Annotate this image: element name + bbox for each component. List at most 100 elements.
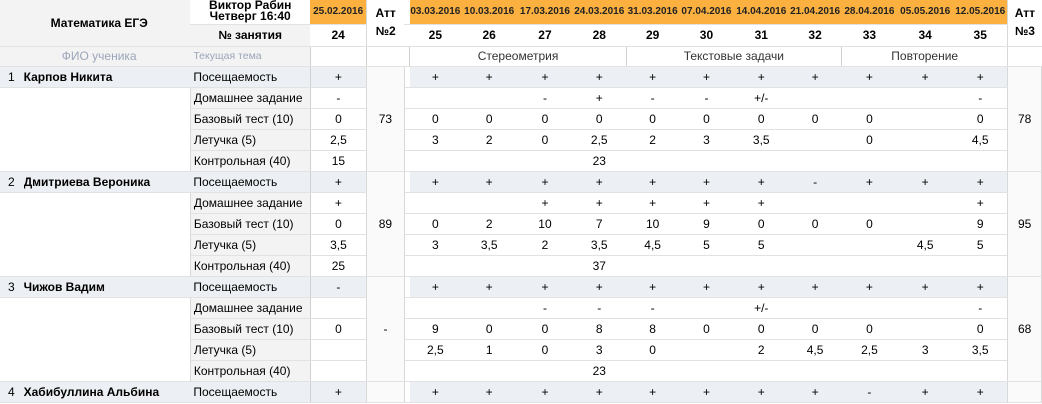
grade-cell[interactable] [897, 150, 954, 172]
grade-cell[interactable] [788, 192, 842, 214]
grade-cell[interactable]: + [953, 65, 1008, 88]
grade-cell[interactable] [517, 150, 573, 172]
grade-cell[interactable]: 2 [733, 339, 789, 361]
grade-cell[interactable]: 0 [788, 213, 842, 235]
grade-cell[interactable] [897, 108, 954, 130]
topic-stereometry[interactable]: Стереометрия [409, 46, 627, 67]
lesson-date[interactable]: 12.05.2016 [953, 0, 1008, 25]
grade-cell[interactable]: 0 [460, 318, 518, 340]
grade-cell[interactable]: 0 [310, 318, 367, 340]
grade-cell[interactable]: - [788, 170, 842, 193]
grade-cell[interactable]: 9 [679, 213, 734, 235]
grade-cell[interactable] [679, 297, 734, 319]
grade-cell[interactable]: + [788, 65, 842, 88]
grade-cell[interactable]: 0 [841, 318, 898, 340]
grade-cell[interactable] [841, 192, 898, 214]
grade-cell[interactable]: + [897, 275, 954, 298]
grade-cell[interactable]: 2,5 [409, 339, 461, 361]
grade-cell[interactable]: + [841, 65, 898, 88]
grade-cell[interactable]: + [953, 380, 1008, 403]
grade-cell[interactable]: + [517, 65, 573, 88]
grade-cell[interactable] [460, 297, 518, 319]
grade-cell[interactable] [409, 87, 461, 109]
grade-cell[interactable]: + [788, 275, 842, 298]
topic-word-problems[interactable]: Текстовые задачи [625, 46, 842, 67]
grade-cell[interactable]: + [572, 87, 627, 109]
grade-cell[interactable]: 0 [841, 213, 898, 235]
grade-cell[interactable] [733, 360, 789, 382]
grade-cell[interactable] [679, 255, 734, 277]
grade-cell[interactable]: + [572, 275, 627, 298]
grade-cell[interactable]: 3 [897, 339, 954, 361]
grade-cell[interactable]: + [679, 170, 734, 193]
grade-cell[interactable]: + [517, 170, 573, 193]
grade-cell[interactable] [841, 150, 898, 172]
grade-cell[interactable]: 10 [626, 213, 680, 235]
grade-cell[interactable]: 0 [788, 108, 842, 130]
grade-cell[interactable] [953, 255, 1008, 277]
grade-cell[interactable]: 0 [788, 318, 842, 340]
grade-cell[interactable] [841, 87, 898, 109]
grade-cell[interactable]: + [572, 65, 627, 88]
grade-cell[interactable]: 23 [572, 360, 627, 382]
grade-cell[interactable]: - [310, 87, 367, 109]
grade-cell[interactable]: + [409, 275, 461, 298]
grade-cell[interactable] [517, 360, 573, 382]
lesson-number[interactable]: 34 [897, 24, 954, 47]
grade-cell[interactable]: + [897, 170, 954, 193]
grade-cell[interactable]: - [679, 87, 734, 109]
grade-cell[interactable]: 3 [409, 129, 461, 151]
grade-cell[interactable] [788, 87, 842, 109]
grade-cell[interactable]: + [733, 275, 789, 298]
grade-cell[interactable] [460, 150, 518, 172]
grade-cell[interactable]: 2,5 [572, 129, 627, 151]
grade-cell[interactable]: 5 [733, 234, 789, 256]
grade-cell[interactable]: + [679, 65, 734, 88]
grade-cell[interactable]: 0 [409, 213, 461, 235]
grade-cell[interactable]: + [841, 275, 898, 298]
grade-cell[interactable]: + [572, 170, 627, 193]
lesson-number[interactable]: 35 [953, 24, 1008, 47]
grade-cell[interactable] [460, 255, 518, 277]
grade-cell[interactable] [897, 297, 954, 319]
grade-cell[interactable]: + [897, 380, 954, 403]
grade-cell[interactable]: + [679, 275, 734, 298]
lesson-date[interactable]: 05.05.2016 [897, 0, 954, 25]
grade-cell[interactable] [953, 150, 1008, 172]
grade-cell[interactable]: + [953, 275, 1008, 298]
grade-cell[interactable] [460, 87, 518, 109]
grade-cell[interactable]: 0 [953, 108, 1008, 130]
lesson-number[interactable]: 29 [626, 24, 680, 47]
lesson-date[interactable]: 24.03.2016 [572, 0, 627, 25]
lesson-number[interactable]: 32 [788, 24, 842, 47]
grade-cell[interactable]: 10 [517, 213, 573, 235]
grade-cell[interactable] [897, 129, 954, 151]
grade-cell[interactable] [897, 87, 954, 109]
grade-cell[interactable]: + [733, 380, 789, 403]
lesson-date[interactable]: 31.03.2016 [626, 0, 680, 25]
grade-cell[interactable]: 0 [953, 318, 1008, 340]
lesson-date[interactable]: 17.03.2016 [517, 0, 573, 25]
grade-cell[interactable]: 0 [841, 129, 898, 151]
grade-cell[interactable]: - [841, 380, 898, 403]
topic-review[interactable]: Повторение [841, 46, 1008, 67]
grade-cell[interactable]: + [953, 170, 1008, 193]
grade-cell[interactable]: + [409, 65, 461, 88]
grade-cell[interactable] [897, 255, 954, 277]
grade-cell[interactable] [626, 255, 680, 277]
grade-cell[interactable]: 4,5 [897, 234, 954, 256]
grade-cell[interactable]: + [409, 380, 461, 403]
lesson-date[interactable]: 03.03.2016 [409, 0, 461, 25]
grade-cell[interactable] [310, 339, 367, 361]
lesson-date[interactable]: 21.04.2016 [788, 0, 842, 25]
grade-cell[interactable]: - [626, 297, 680, 319]
grade-cell[interactable]: 5 [679, 234, 734, 256]
grade-cell[interactable]: 0 [310, 108, 367, 130]
grade-cell[interactable]: + [517, 380, 573, 403]
grade-cell[interactable] [409, 150, 461, 172]
lesson-date[interactable]: 14.04.2016 [733, 0, 789, 25]
grade-cell[interactable]: + [460, 275, 518, 298]
grade-cell[interactable]: 8 [626, 318, 680, 340]
grade-cell[interactable]: 2 [626, 129, 680, 151]
grade-cell[interactable]: 5 [953, 234, 1008, 256]
